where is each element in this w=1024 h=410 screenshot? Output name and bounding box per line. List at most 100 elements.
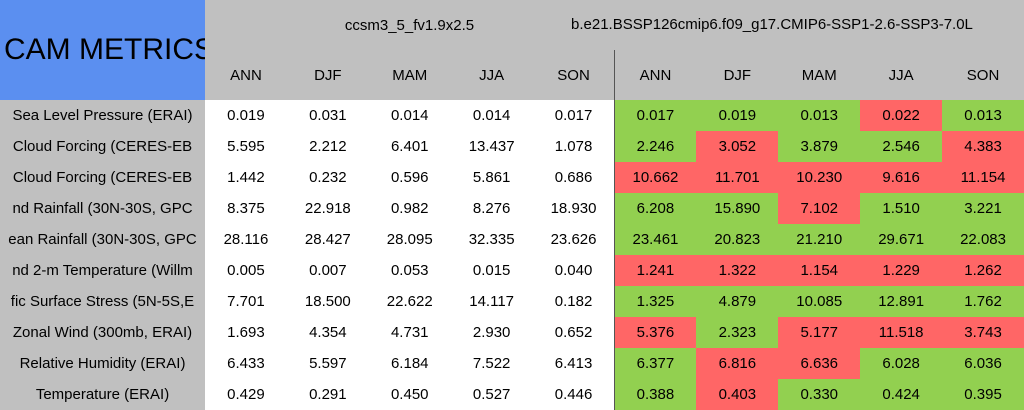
- metric-cell: 2.546: [860, 131, 944, 163]
- metric-cell: 8.276: [450, 193, 534, 225]
- metric-cell: 23.626: [532, 224, 616, 256]
- metric-cell: 11.154: [942, 162, 1024, 194]
- row-label: Zonal Wind (300mb, ERAI): [0, 317, 206, 349]
- metric-cell: 13.437: [450, 131, 534, 163]
- row-label: Relative Humidity (ERAI): [0, 348, 206, 380]
- metric-cell: 0.015: [450, 255, 534, 287]
- metric-cell: 23.461: [614, 224, 698, 256]
- metric-cell: 6.401: [368, 131, 452, 163]
- season-header: MAM: [368, 50, 452, 101]
- metric-cell: 0.182: [532, 286, 616, 318]
- metric-cell: 1.510: [860, 193, 944, 225]
- metric-cell: 7.102: [778, 193, 862, 225]
- metric-cell: 32.335: [450, 224, 534, 256]
- metric-cell: 15.890: [696, 193, 780, 225]
- metric-cell: 6.028: [860, 348, 944, 380]
- metric-cell: 0.014: [368, 100, 452, 132]
- metric-cell: 0.982: [368, 193, 452, 225]
- group-header: ccsm3_5_fv1.9x2.5: [205, 0, 615, 51]
- table-title: CAM METRICS: [0, 0, 206, 101]
- metric-cell: 6.184: [368, 348, 452, 380]
- metric-cell: 14.117: [450, 286, 534, 318]
- row-label: fic Surface Stress (5N-5S,E: [0, 286, 206, 318]
- metric-cell: 18.930: [532, 193, 616, 225]
- metric-cell: 1.325: [614, 286, 698, 318]
- season-header: SON: [532, 50, 616, 101]
- metric-cell: 0.429: [205, 379, 288, 410]
- metric-cell: 6.413: [532, 348, 616, 380]
- metric-cell: 21.210: [778, 224, 862, 256]
- group-header-cell: [614, 0, 1024, 51]
- metric-cell: 0.040: [532, 255, 616, 287]
- metric-cell: 0.686: [532, 162, 616, 194]
- row-label: Cloud Forcing (CERES-EB: [0, 131, 206, 163]
- metric-cell: 0.017: [614, 100, 698, 132]
- row-label: nd 2-m Temperature (Willm: [0, 255, 206, 287]
- season-header: JJA: [450, 50, 534, 101]
- metric-cell: 0.017: [532, 100, 616, 132]
- metric-cell: 0.446: [532, 379, 616, 410]
- metric-cell: 1.262: [942, 255, 1024, 287]
- metric-cell: 1.241: [614, 255, 698, 287]
- metric-cell: 4.879: [696, 286, 780, 318]
- metric-cell: 4.354: [286, 317, 370, 349]
- metric-cell: 6.636: [778, 348, 862, 380]
- metric-cell: 0.019: [696, 100, 780, 132]
- season-header: DJF: [286, 50, 370, 101]
- metric-cell: 0.652: [532, 317, 616, 349]
- metric-cell: 1.762: [942, 286, 1024, 318]
- metric-cell: 5.376: [614, 317, 698, 349]
- metric-cell: 28.116: [205, 224, 288, 256]
- metric-cell: 0.388: [614, 379, 698, 410]
- season-header: JJA: [860, 50, 944, 101]
- metric-cell: 5.177: [778, 317, 862, 349]
- metric-cell: 7.522: [450, 348, 534, 380]
- metric-cell: 0.450: [368, 379, 452, 410]
- metric-cell: 11.701: [696, 162, 780, 194]
- season-header: DJF: [696, 50, 780, 101]
- season-header: ANN: [205, 50, 288, 101]
- metric-cell: 29.671: [860, 224, 944, 256]
- metric-cell: 10.662: [614, 162, 698, 194]
- metric-cell: 9.616: [860, 162, 944, 194]
- season-header: ANN: [614, 50, 698, 101]
- metric-cell: 4.383: [942, 131, 1024, 163]
- metric-cell: 0.005: [205, 255, 288, 287]
- metric-cell: 2.323: [696, 317, 780, 349]
- metric-cell: 0.527: [450, 379, 534, 410]
- metric-cell: 28.095: [368, 224, 452, 256]
- metric-cell: 0.291: [286, 379, 370, 410]
- season-header: SON: [942, 50, 1024, 101]
- metric-cell: 6.036: [942, 348, 1024, 380]
- row-label: nd Rainfall (30N-30S, GPC: [0, 193, 206, 225]
- metric-cell: 6.208: [614, 193, 698, 225]
- metric-cell: 4.731: [368, 317, 452, 349]
- row-label: Temperature (ERAI): [0, 379, 206, 410]
- metric-cell: 0.007: [286, 255, 370, 287]
- metric-cell: 0.031: [286, 100, 370, 132]
- metric-cell: 5.597: [286, 348, 370, 380]
- metric-cell: 0.022: [860, 100, 944, 132]
- row-label: Cloud Forcing (CERES-EB: [0, 162, 206, 194]
- metric-cell: 22.918: [286, 193, 370, 225]
- metric-cell: 5.861: [450, 162, 534, 194]
- metric-cell: 1.442: [205, 162, 288, 194]
- metric-cell: 6.433: [205, 348, 288, 380]
- metric-cell: 2.246: [614, 131, 698, 163]
- metric-cell: 0.053: [368, 255, 452, 287]
- metric-cell: 2.930: [450, 317, 534, 349]
- group-header: b.e21.BSSP126cmip6.f09_g17.CMIP6-SSP1-2.…: [571, 16, 973, 33]
- metric-cell: 0.596: [368, 162, 452, 194]
- metric-cell: 0.232: [286, 162, 370, 194]
- metric-cell: 0.019: [205, 100, 288, 132]
- metric-cell: 12.891: [860, 286, 944, 318]
- metric-cell: 1.078: [532, 131, 616, 163]
- metric-cell: 7.701: [205, 286, 288, 318]
- metric-cell: 20.823: [696, 224, 780, 256]
- metric-cell: 1.229: [860, 255, 944, 287]
- metric-cell: 2.212: [286, 131, 370, 163]
- metric-cell: 22.083: [942, 224, 1024, 256]
- metric-cell: 10.230: [778, 162, 862, 194]
- metric-cell: 3.879: [778, 131, 862, 163]
